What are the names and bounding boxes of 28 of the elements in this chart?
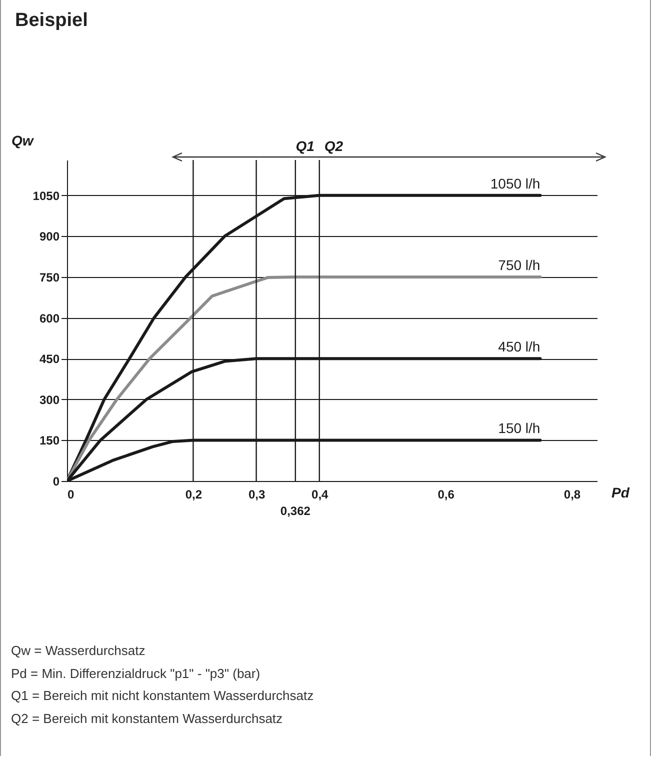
x-tick-label: 0 [68, 488, 74, 502]
y-tick-label: 1050 [32, 188, 60, 203]
x-axis-title: Pd [612, 484, 630, 500]
y-tick-label: 450 [39, 352, 60, 366]
y-tick-label: 900 [39, 230, 60, 244]
series-label: 450 l/h [498, 338, 540, 355]
y-tick-label: 750 [39, 270, 60, 284]
series-label: 150 l/h [498, 420, 540, 436]
y-axis-title: Qw [12, 132, 34, 148]
chart-title: Beispiel [14, 9, 89, 33]
series-label: 1050 l/h [490, 175, 540, 192]
ref-line-label: 0,362 [280, 504, 311, 518]
y-tick-label: 300 [39, 392, 60, 407]
text: Qw = Wasserdurchsatz [11, 642, 146, 660]
x-tick-label: 0,8 [564, 488, 581, 502]
y-tick-label: 600 [39, 311, 60, 326]
y-tick-label: 150 [39, 434, 60, 448]
x-tick-label: 0,4 [312, 488, 329, 502]
series-label: 750 l/h [498, 256, 540, 273]
text: Q1 = Bereich mit nicht konstantem Wasserdurchsatz [11, 687, 314, 705]
x-tick-label: 0,2 [185, 488, 202, 502]
y-tick-label: 0 [52, 474, 60, 488]
annotation: Q2 [324, 138, 344, 154]
text: Q2 = Bereich mit konstantem Wasserdurchsatz [11, 710, 284, 728]
x-tick-label: 0,3 [248, 488, 266, 502]
annotation: Q1 [296, 138, 315, 154]
x-tick-label: 0,6 [438, 488, 455, 502]
text: Pd = Min. Differenzialdruck "p1" - "p3" (bar) [11, 664, 262, 683]
